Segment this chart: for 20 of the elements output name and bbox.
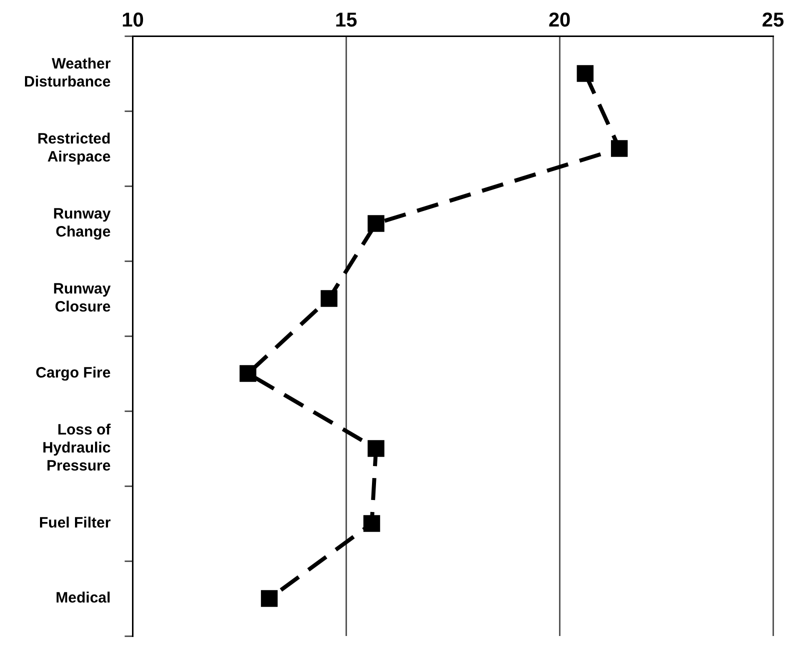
y-tick-label: Weather Disturbance bbox=[24, 56, 111, 91]
point bbox=[240, 365, 256, 382]
y-tick-label: Loss of Hydraulic Pressure bbox=[42, 422, 112, 475]
y-tick-label: Restricted Airspace bbox=[37, 130, 111, 166]
point bbox=[363, 515, 380, 532]
point bbox=[610, 140, 628, 157]
point bbox=[576, 65, 594, 82]
y-tick-label: Fuel Filter bbox=[39, 514, 111, 532]
y-tick-label: Runway Closure bbox=[53, 280, 112, 316]
x-tick-label: 25 bbox=[762, 10, 784, 32]
point bbox=[368, 440, 384, 457]
y-tick-label: Medical bbox=[56, 590, 111, 607]
y-tick-label: Runway Change bbox=[53, 206, 112, 241]
y-tick-label: Cargo Fire bbox=[36, 364, 111, 382]
x-tick-label: 10 bbox=[122, 10, 144, 32]
x-tick-label: 20 bbox=[548, 10, 571, 32]
point bbox=[320, 290, 338, 307]
x-tick-label: 15 bbox=[335, 10, 358, 32]
point bbox=[368, 215, 384, 232]
point bbox=[260, 590, 278, 607]
